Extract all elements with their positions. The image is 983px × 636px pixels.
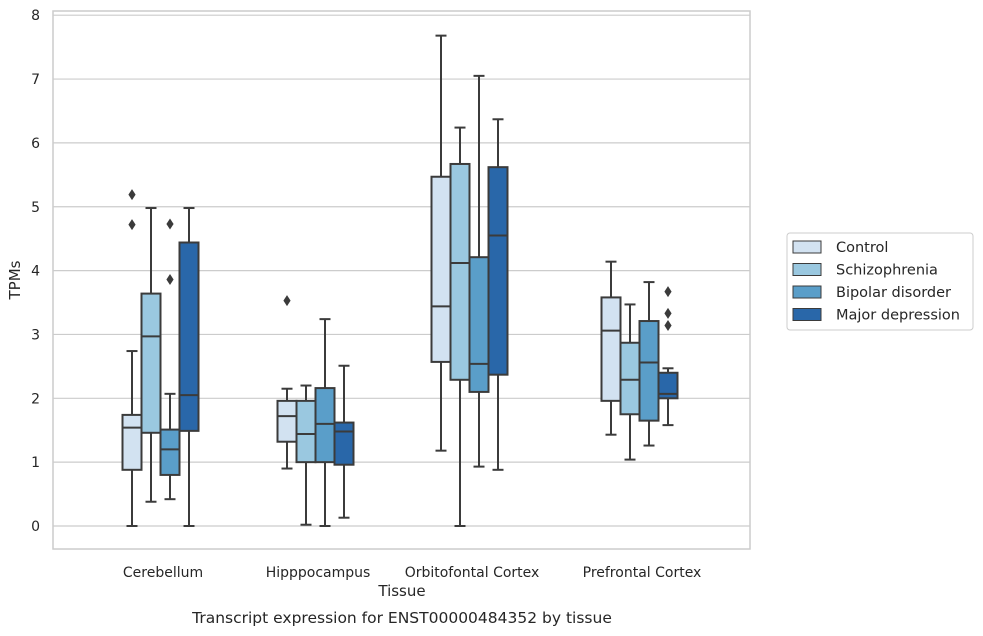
box-control-orbitofontal-cortex: [430, 34, 452, 452]
legend-label: Major depression: [836, 308, 960, 324]
legend-swatch: [792, 240, 822, 254]
box-body: [333, 421, 355, 466]
outlier-marker: [664, 286, 672, 298]
box-major-depression-cerebellum: [178, 207, 200, 527]
outlier-marker: [128, 189, 136, 201]
box-bipolar-disorder-orbitofontal-cortex: [468, 74, 490, 468]
box-control-cerebellum: [121, 350, 143, 527]
legend-label: Control: [836, 240, 888, 256]
box-schizophrenia-hipppocampus: [295, 384, 317, 526]
chart-caption: Transcript expression for ENST0000048435…: [191, 609, 612, 627]
box-body: [619, 341, 641, 416]
y-tick-label: 4: [31, 264, 40, 280]
box-body: [638, 320, 660, 422]
box-body: [430, 175, 452, 363]
y-tick-label: 8: [31, 8, 40, 24]
x-tick-labels: Cerebellum Hipppocampus Orbitofontal Corte…: [123, 565, 701, 581]
legend: Control Schizophrenia Bipolar disorder Majo…: [786, 232, 974, 331]
box-body: [159, 428, 181, 476]
outlier-marker: [283, 295, 291, 307]
y-tick-label: 5: [31, 200, 40, 216]
outlier-marker: [166, 218, 174, 230]
box-body: [295, 399, 317, 464]
box-schizophrenia-cerebellum: [140, 207, 162, 503]
y-tick-label: 2: [31, 391, 40, 407]
outlier-marker: [664, 307, 672, 319]
box-body: [600, 296, 622, 402]
box-body: [314, 387, 336, 464]
legend-swatch: [792, 263, 822, 276]
box-body: [657, 371, 679, 400]
legend-label: Bipolar disorder: [836, 285, 951, 301]
outlier-marker: [664, 320, 672, 332]
box-major-depression-hipppocampus: [333, 364, 355, 519]
box-body: [449, 162, 471, 381]
plot-area: [52, 10, 751, 550]
y-tick-label: 1: [31, 455, 40, 471]
y-tick-label: 3: [31, 327, 40, 343]
box-body: [468, 256, 490, 393]
x-tick-label: Prefrontal Cortex: [583, 565, 702, 581]
box-bipolar-disorder-cerebellum: [159, 218, 181, 501]
legend-swatch: [792, 285, 822, 299]
y-tick-label: 7: [31, 72, 40, 88]
x-axis-title: Tissue: [377, 582, 425, 600]
legend-frame: [786, 232, 974, 331]
x-tick-label: Cerebellum: [123, 565, 203, 581]
legend-swatch: [792, 308, 822, 321]
outlier-marker: [128, 219, 136, 231]
y-axis-title: TPMs: [6, 260, 24, 300]
boxes: [121, 34, 679, 527]
box-major-depression-prefrontal-cortex: [657, 286, 679, 427]
y-tick-label: 0: [31, 519, 40, 535]
x-tick-label: Hipppocampus: [266, 565, 371, 581]
box-body: [178, 241, 200, 432]
legend-label: Schizophrenia: [836, 263, 938, 279]
box-body: [140, 292, 162, 434]
box-body: [487, 166, 509, 376]
box-major-depression-orbitofontal-cortex: [487, 118, 509, 471]
box-bipolar-disorder-prefrontal-cortex: [638, 281, 660, 447]
y-tick-labels: 0 1 2 3 4 5 6 7 8: [31, 8, 40, 535]
box-body: [121, 413, 143, 471]
y-tick-label: 6: [31, 136, 40, 152]
outlier-marker: [166, 274, 174, 286]
box-body: [276, 399, 298, 443]
x-tick-label: Orbitofontal Cortex: [405, 565, 540, 581]
